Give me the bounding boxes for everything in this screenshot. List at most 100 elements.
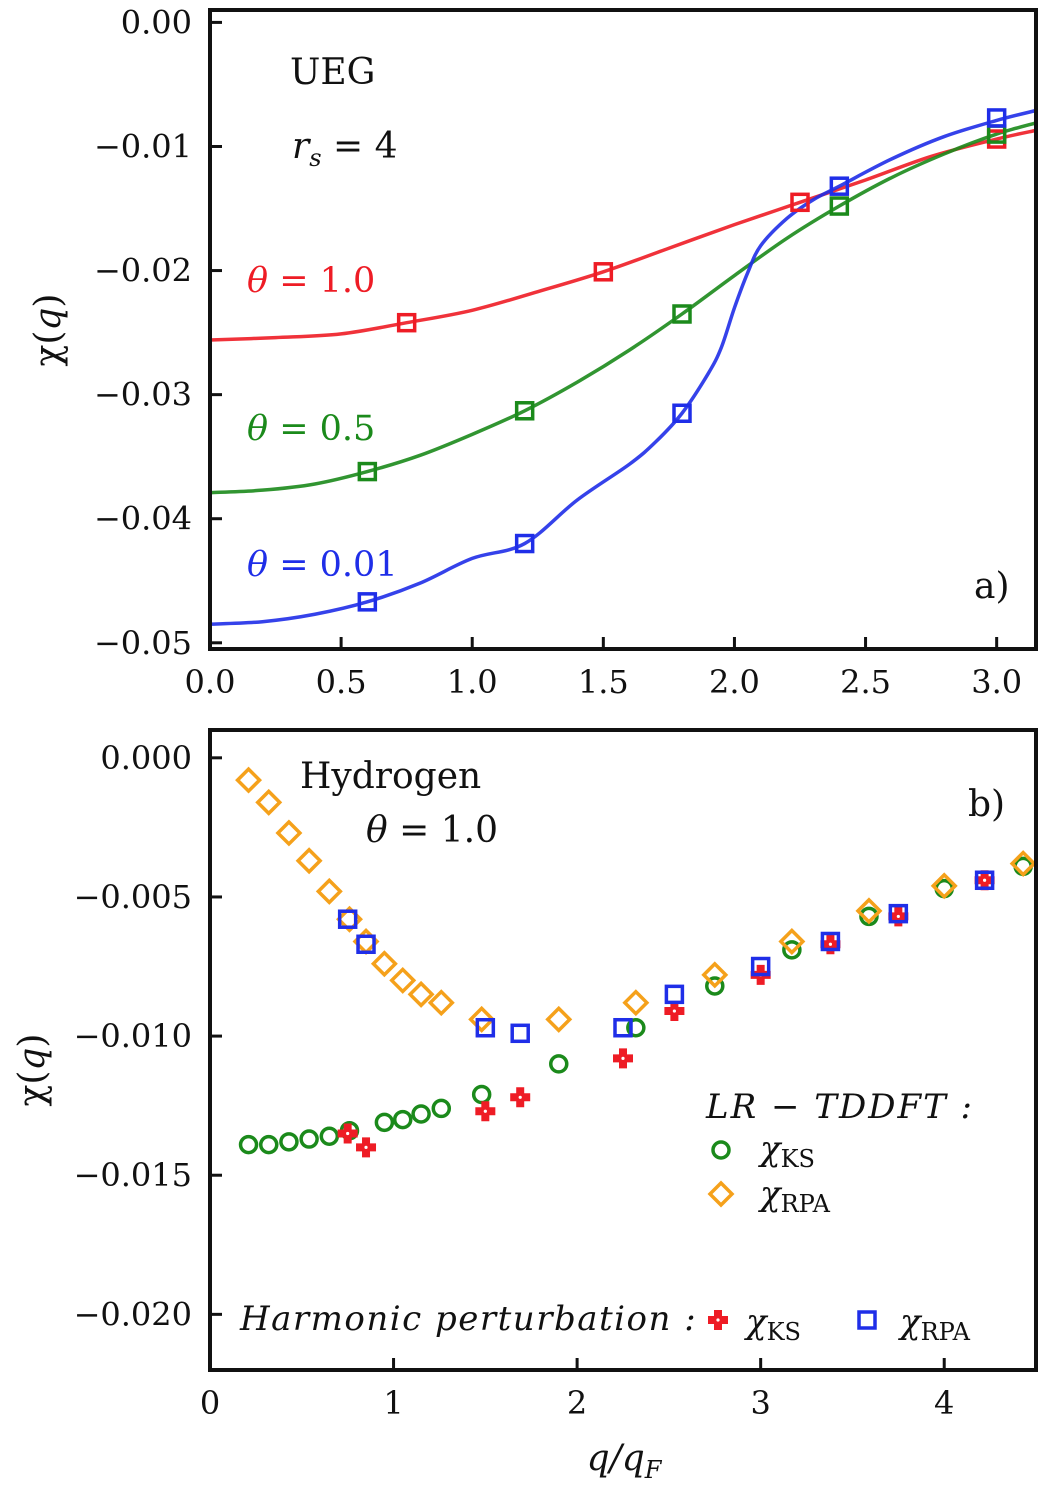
theta-symbol: θ bbox=[247, 545, 268, 585]
x-tick-label: 0.0 bbox=[185, 663, 236, 701]
marker-cross-red-center bbox=[621, 1056, 625, 1060]
theta-symbol: θ bbox=[366, 810, 388, 851]
legend-chi-ks: χKS bbox=[758, 1129, 815, 1173]
legend-marker-hp-rpa bbox=[857, 1310, 877, 1330]
y-tick-label: −0.010 bbox=[74, 1017, 192, 1055]
marker-circle-green bbox=[705, 976, 725, 996]
marker-square-blue bbox=[750, 956, 771, 977]
chi-symbol: χ bbox=[744, 1302, 769, 1342]
y-tick-label: −0.020 bbox=[74, 1295, 192, 1333]
x-tick-label: 0 bbox=[200, 1384, 220, 1422]
marker-diamond-orange bbox=[778, 928, 806, 955]
marker-diamond-orange bbox=[370, 950, 398, 978]
marker-cross-red-center bbox=[483, 1109, 487, 1113]
marker-square-blue bbox=[974, 870, 995, 891]
x-tick-label: 0.5 bbox=[316, 663, 367, 701]
panel-b-label: b) bbox=[968, 784, 1005, 825]
legend-harmonic-title: Harmonic perturbation : bbox=[239, 1299, 697, 1339]
marker-square-blue bbox=[510, 1023, 530, 1044]
marker-blue bbox=[986, 108, 1007, 128]
ks-subscript: KS bbox=[767, 1318, 801, 1346]
marker-circle-green bbox=[471, 1084, 492, 1105]
marker-circle-green bbox=[411, 1104, 431, 1124]
panel-a-x-axis: 0.0 0.5 1.0 1.5 2.0 2.5 3.0 bbox=[185, 637, 1022, 701]
marker-diamond-orange bbox=[389, 966, 417, 994]
marker-circle-green bbox=[279, 1132, 299, 1152]
ylabel-chi: χ( bbox=[12, 1071, 53, 1107]
x-tick-label: 2 bbox=[567, 1384, 587, 1422]
legend-marker-hp-ks-center bbox=[716, 1318, 720, 1322]
panel-a-ylabel: χ(q) bbox=[28, 294, 69, 367]
marker-circle-green bbox=[258, 1134, 279, 1155]
label-theta-0.5: θ = 0.5 bbox=[247, 409, 375, 449]
xlabel-sub: F bbox=[644, 1456, 663, 1484]
marker-diamond-orange bbox=[255, 788, 283, 816]
theta-value: = 0.01 bbox=[268, 545, 398, 585]
marker-red bbox=[593, 262, 614, 282]
marker-diamond-orange bbox=[275, 819, 303, 847]
marker-blue bbox=[357, 592, 378, 612]
legend-hp-chi-rpa: χRPA bbox=[898, 1302, 971, 1346]
theta-value: = 1.0 bbox=[268, 261, 375, 301]
panel-b-frame bbox=[208, 728, 1038, 1372]
y-tick-label: −0.005 bbox=[74, 878, 192, 916]
marker-circle-green bbox=[1013, 856, 1033, 877]
marker-blue bbox=[829, 176, 850, 196]
panel-b-markers bbox=[235, 766, 1037, 1158]
marker-cross-red-center bbox=[518, 1095, 522, 1099]
y-tick-label: −0.02 bbox=[94, 252, 192, 290]
marker-circle-green bbox=[549, 1054, 569, 1074]
marker-cross-red-center bbox=[346, 1131, 350, 1136]
y-tick-label: −0.01 bbox=[94, 127, 192, 165]
theta-symbol: θ bbox=[247, 409, 268, 449]
panel-b-annotation: θ = 1.0 bbox=[366, 810, 498, 851]
panel-b-xlabel: q/qF bbox=[587, 1438, 663, 1484]
legend-lr-tddft-title: LR − TDDFT : bbox=[705, 1087, 974, 1127]
rs-value: = 4 bbox=[322, 126, 398, 167]
x-tick-label: 2.5 bbox=[840, 663, 891, 701]
marker-diamond-orange bbox=[701, 961, 729, 989]
marker-square-blue bbox=[356, 934, 376, 955]
marker-cross-red-center bbox=[983, 878, 987, 882]
panel-a-label: a) bbox=[974, 566, 1010, 607]
xlabel-q: q/q bbox=[587, 1438, 645, 1479]
legend-hp-chi-ks: χKS bbox=[744, 1302, 801, 1346]
marker-diamond-orange bbox=[1009, 850, 1037, 878]
marker-circle-green bbox=[782, 940, 802, 960]
marker-circle-green bbox=[392, 1109, 413, 1130]
marker-circle-green bbox=[934, 878, 954, 899]
marker-square-blue bbox=[664, 984, 685, 1005]
panel-b-x-axis: 0 1 2 3 4 bbox=[200, 1358, 954, 1422]
theta-value: = 1.0 bbox=[388, 810, 498, 851]
y-tick-label: 0.00 bbox=[121, 3, 192, 41]
theta-value: = 0.5 bbox=[268, 409, 375, 449]
y-tick-label: −0.05 bbox=[94, 624, 192, 662]
marker-red bbox=[396, 312, 417, 333]
curve-green bbox=[209, 121, 1037, 495]
marker-square-blue bbox=[888, 903, 909, 924]
x-tick-label: 1.0 bbox=[447, 663, 498, 701]
curve-blue bbox=[209, 108, 1037, 626]
ks-subscript: KS bbox=[781, 1145, 815, 1173]
legend-marker-ks bbox=[711, 1140, 731, 1160]
marker-square-blue bbox=[337, 909, 358, 929]
marker-cross-red-center bbox=[364, 1145, 368, 1149]
ylabel-chi: χ( bbox=[28, 331, 69, 367]
marker-square-blue bbox=[475, 1017, 496, 1038]
x-tick-label: 3 bbox=[750, 1384, 770, 1422]
marker-green bbox=[514, 401, 535, 421]
x-tick-label: 1.5 bbox=[578, 663, 629, 701]
marker-green bbox=[672, 304, 692, 324]
rs-subscript: s bbox=[309, 144, 321, 172]
rpa-subscript: RPA bbox=[781, 1190, 831, 1218]
chi-symbol: χ bbox=[758, 1174, 783, 1214]
panel-b: 0 1 2 3 4 0.000 −0.005 −0.010 −0.015 −0.020 Hydr… bbox=[12, 728, 1038, 1484]
label-theta-0.01: θ = 0.01 bbox=[247, 545, 398, 585]
marker-green bbox=[357, 461, 378, 482]
marker-diamond-orange bbox=[315, 877, 343, 905]
legend-marker-rpa bbox=[707, 1180, 735, 1208]
curve-red bbox=[209, 128, 1037, 342]
x-tick-label: 1 bbox=[383, 1384, 403, 1422]
marker-green bbox=[829, 196, 850, 216]
